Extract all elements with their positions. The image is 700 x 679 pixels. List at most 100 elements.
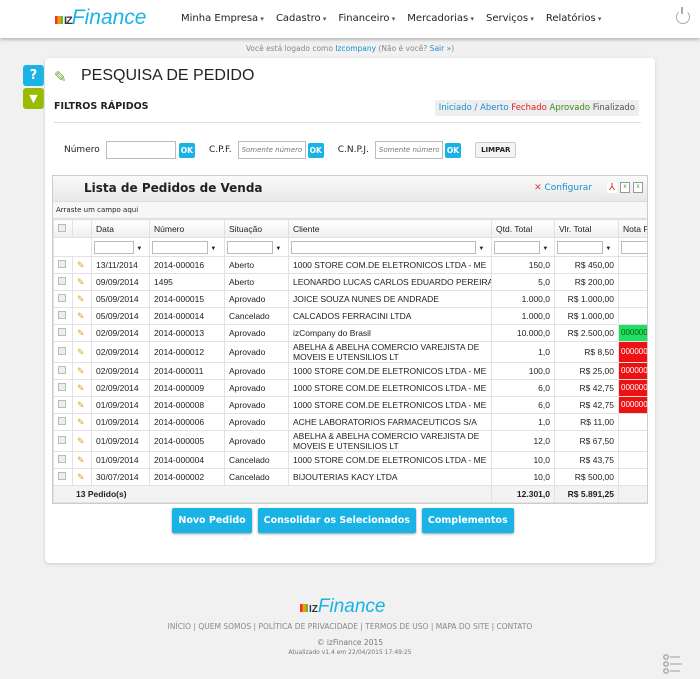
cpf-input[interactable] bbox=[237, 141, 306, 159]
pdf-icon[interactable]: ⅄ bbox=[607, 182, 617, 193]
cell-nota bbox=[618, 468, 647, 486]
row-checkbox[interactable] bbox=[53, 290, 73, 308]
table-row[interactable]: ✎ 01/09/2014 2014-000004 Cancelado 1000 STOR… bbox=[53, 451, 647, 469]
new-order-button[interactable]: Novo Pedido bbox=[172, 508, 252, 533]
cnpj-input[interactable] bbox=[374, 141, 443, 159]
edit-icon[interactable]: ✎ bbox=[72, 396, 92, 414]
row-checkbox[interactable] bbox=[53, 341, 73, 363]
excel-icon[interactable]: x bbox=[620, 182, 630, 193]
row-checkbox[interactable] bbox=[53, 451, 73, 469]
col-qtd-total[interactable]: Qtd. Total bbox=[491, 219, 555, 238]
nav-servicos[interactable]: Serviços bbox=[486, 13, 534, 24]
consolidate-button[interactable]: Consolidar os Selecionados bbox=[257, 508, 416, 533]
help-icon[interactable]: ? bbox=[23, 65, 44, 86]
edit-icon[interactable]: ✎ bbox=[72, 324, 92, 342]
row-checkbox[interactable] bbox=[53, 273, 73, 291]
edit-icon[interactable]: ✎ bbox=[72, 290, 92, 308]
logo[interactable]: IZFinance bbox=[55, 6, 147, 30]
edit-icon[interactable]: ✎ bbox=[72, 273, 92, 291]
cell-numero: 2014-000014 bbox=[149, 307, 225, 325]
sitemap-icon[interactable] bbox=[662, 652, 684, 674]
nav-minha-empresa[interactable]: Minha Empresa bbox=[181, 13, 264, 24]
nav-financeiro[interactable]: Financeiro bbox=[338, 13, 395, 24]
table-row[interactable]: ✎ 02/09/2014 2014-000011 Aprovado 1000 STORE… bbox=[53, 362, 647, 380]
col-vlr-total[interactable]: Vlr. Total bbox=[554, 219, 619, 238]
table-row[interactable]: ✎ 05/09/2014 2014-000015 Aprovado JOICE SOUZ… bbox=[53, 290, 647, 308]
csv-icon[interactable]: x bbox=[633, 182, 643, 193]
footer-link[interactable]: POLÍTICA DE PRIVACIDADE bbox=[258, 622, 359, 631]
nav-mercadorias[interactable]: Mercadorias bbox=[407, 13, 474, 24]
cell-data: 02/09/2014 bbox=[91, 324, 150, 342]
table-row[interactable]: ✎ 01/09/2014 2014-000008 Aprovado 1000 STORE… bbox=[53, 396, 647, 414]
col-nota[interactable]: Nota F bbox=[618, 219, 647, 238]
header-row: Data Número Situação Cliente Qtd. Total … bbox=[53, 219, 647, 238]
table-row[interactable]: ✎ 01/09/2014 2014-000006 Aprovado ACHE LABOR… bbox=[53, 413, 647, 431]
numero-input[interactable] bbox=[105, 141, 176, 159]
column-filter[interactable]: ▼ bbox=[491, 237, 555, 257]
edit-icon[interactable]: ✎ bbox=[72, 468, 92, 486]
col-situacao[interactable]: Situação bbox=[224, 219, 289, 238]
row-checkbox[interactable] bbox=[53, 430, 73, 452]
cell-qtd: 150,0 bbox=[491, 256, 555, 274]
cell-qtd: 10,0 bbox=[491, 468, 555, 486]
col-data[interactable]: Data bbox=[91, 219, 150, 238]
select-all-checkbox[interactable] bbox=[53, 219, 73, 238]
numero-ok-button[interactable]: OK bbox=[178, 142, 195, 158]
row-checkbox[interactable] bbox=[53, 379, 73, 397]
edit-icon[interactable]: ✎ bbox=[72, 307, 92, 325]
filter-icon[interactable]: ▼ bbox=[23, 88, 44, 109]
power-icon[interactable] bbox=[676, 7, 690, 24]
configure-button[interactable]: ✕ Configurar bbox=[534, 183, 592, 193]
column-filter[interactable]: ▼ bbox=[288, 237, 492, 257]
footer-link[interactable]: QUEM SOMOS bbox=[198, 622, 252, 631]
cell-qtd: 12,0 bbox=[491, 430, 555, 452]
column-filter[interactable]: ▼ bbox=[554, 237, 619, 257]
footer-link[interactable]: MAPA DO SITE bbox=[435, 622, 490, 631]
table-row[interactable]: ✎ 30/07/2014 2014-000002 Cancelado BIJOUTERI… bbox=[53, 468, 647, 486]
footer-link[interactable]: TERMOS DE USO bbox=[365, 622, 429, 631]
table-row[interactable]: ✎ 02/09/2014 2014-000013 Aprovado izCompany … bbox=[53, 324, 647, 342]
clear-button[interactable]: LIMPAR bbox=[475, 142, 517, 158]
legend-aprovado[interactable]: Aprovado bbox=[549, 103, 591, 113]
nav-cadastro[interactable]: Cadastro bbox=[276, 13, 326, 24]
logout-link[interactable]: Sair » bbox=[429, 44, 452, 53]
table-row[interactable]: ✎ 02/09/2014 2014-000009 Aprovado 1000 STORE… bbox=[53, 379, 647, 397]
column-filter[interactable]: ▼ bbox=[224, 237, 289, 257]
col-numero[interactable]: Número bbox=[149, 219, 225, 238]
row-checkbox[interactable] bbox=[53, 362, 73, 380]
group-drop-area[interactable]: Arraste um campo aqui bbox=[53, 202, 647, 219]
row-checkbox[interactable] bbox=[53, 396, 73, 414]
nav-relatorios[interactable]: Relatórios bbox=[546, 13, 602, 24]
table-row[interactable]: ✎ 02/09/2014 2014-000012 Aprovado ABELHA & A… bbox=[53, 341, 647, 363]
edit-icon[interactable]: ✎ bbox=[72, 256, 92, 274]
table-row[interactable]: ✎ 13/11/2014 2014-000016 Aberto 1000 STORE C… bbox=[53, 256, 647, 274]
complements-button[interactable]: Complementos bbox=[421, 508, 514, 533]
cpf-ok-button[interactable]: OK bbox=[307, 142, 324, 158]
table-row[interactable]: ✎ 01/09/2014 2014-000005 Aprovado ABELHA & A… bbox=[53, 430, 647, 452]
edit-icon[interactable]: ✎ bbox=[72, 430, 92, 452]
edit-icon[interactable]: ✎ bbox=[72, 451, 92, 469]
row-checkbox[interactable] bbox=[53, 256, 73, 274]
edit-icon[interactable]: ✎ bbox=[72, 362, 92, 380]
legend-fechado[interactable]: Fechado bbox=[511, 103, 547, 113]
table-row[interactable]: ✎ 05/09/2014 2014-000014 Cancelado CALCADOS … bbox=[53, 307, 647, 325]
row-checkbox[interactable] bbox=[53, 307, 73, 325]
table-row[interactable]: ✎ 09/09/2014 1495 Aberto LEONARDO LUCAS CARL… bbox=[53, 273, 647, 291]
edit-icon[interactable]: ✎ bbox=[72, 413, 92, 431]
footer-link[interactable]: INÍCIO bbox=[167, 622, 192, 631]
col-cliente[interactable]: Cliente bbox=[288, 219, 492, 238]
footer-logo[interactable]: IZFinance bbox=[300, 596, 386, 618]
column-filter[interactable]: ▼ bbox=[618, 237, 647, 257]
row-checkbox[interactable] bbox=[53, 468, 73, 486]
legend-aberto[interactable]: Iniciado / Aberto bbox=[438, 103, 509, 113]
legend-finalizado[interactable]: Finalizado bbox=[592, 103, 635, 113]
column-filter[interactable]: ▼ bbox=[149, 237, 225, 257]
edit-icon[interactable]: ✎ bbox=[72, 379, 92, 397]
edit-icon[interactable]: ✎ bbox=[72, 341, 92, 363]
login-user[interactable]: Izcompany bbox=[335, 44, 377, 53]
row-checkbox[interactable] bbox=[53, 413, 73, 431]
cnpj-ok-button[interactable]: OK bbox=[444, 142, 462, 158]
column-filter[interactable]: ▼ bbox=[91, 237, 150, 257]
row-checkbox[interactable] bbox=[53, 324, 73, 342]
footer-link[interactable]: CONTATO bbox=[496, 622, 533, 631]
